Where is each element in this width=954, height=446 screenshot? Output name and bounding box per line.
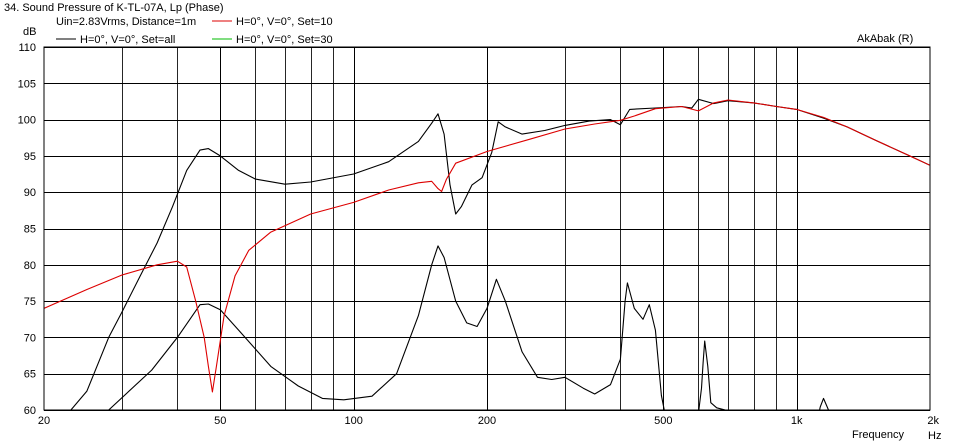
series-line-1 [44, 99, 930, 393]
plot-frame [43, 46, 931, 411]
chart-subtitle: Uin=2.83Vrms, Distance=1m [56, 16, 196, 28]
x-tick-label: 500 [654, 415, 672, 427]
watermark-label: AkAbak (R) [857, 33, 913, 45]
y-tick-labels: 60 65 70 75 80 85 90 95 100 105 110 [18, 42, 36, 417]
chart-title: 34. Sound Pressure of K-TL-07A, Lp (Phas… [4, 2, 224, 14]
legend-label-set30: H=0°, V=0°, Set=30 [236, 34, 333, 46]
x-tick-label: 20 [38, 415, 50, 427]
legend: H=0°, V=0°, Set=10 H=0°, V=0°, Set=all H… [56, 16, 333, 46]
y-tick-label: 60 [24, 405, 36, 417]
y-tick-label: 80 [24, 260, 36, 272]
y-unit-label: dB [23, 26, 36, 38]
y-tick-label: 65 [24, 369, 36, 381]
series-layer [44, 98, 930, 410]
legend-label-set10: H=0°, V=0°, Set=10 [236, 16, 333, 28]
series-line-3 [108, 245, 830, 410]
x-tick-labels: 20 50 100 200 500 1k 2k [38, 415, 940, 427]
x-tick-label: 100 [344, 415, 362, 427]
y-tick-label: 105 [18, 78, 36, 90]
y-tick-label: 100 [18, 115, 36, 127]
x-tick-label: 1k [791, 415, 803, 427]
x-tick-label: 50 [214, 415, 226, 427]
y-tick-label: 110 [18, 42, 36, 54]
y-tick-label: 95 [24, 151, 36, 163]
series-line-0 [70, 98, 930, 410]
x-axis-label: Frequency [852, 429, 904, 441]
legend-label-setall: H=0°, V=0°, Set=all [80, 34, 175, 46]
grid [44, 47, 930, 411]
x-tick-label: 2k [927, 415, 939, 427]
x-tick-label: 200 [478, 415, 496, 427]
y-tick-label: 90 [24, 187, 36, 199]
x-unit-label: Hz [928, 430, 941, 442]
y-tick-label: 70 [24, 332, 36, 344]
y-tick-label: 75 [24, 296, 36, 308]
y-tick-label: 85 [24, 224, 36, 236]
